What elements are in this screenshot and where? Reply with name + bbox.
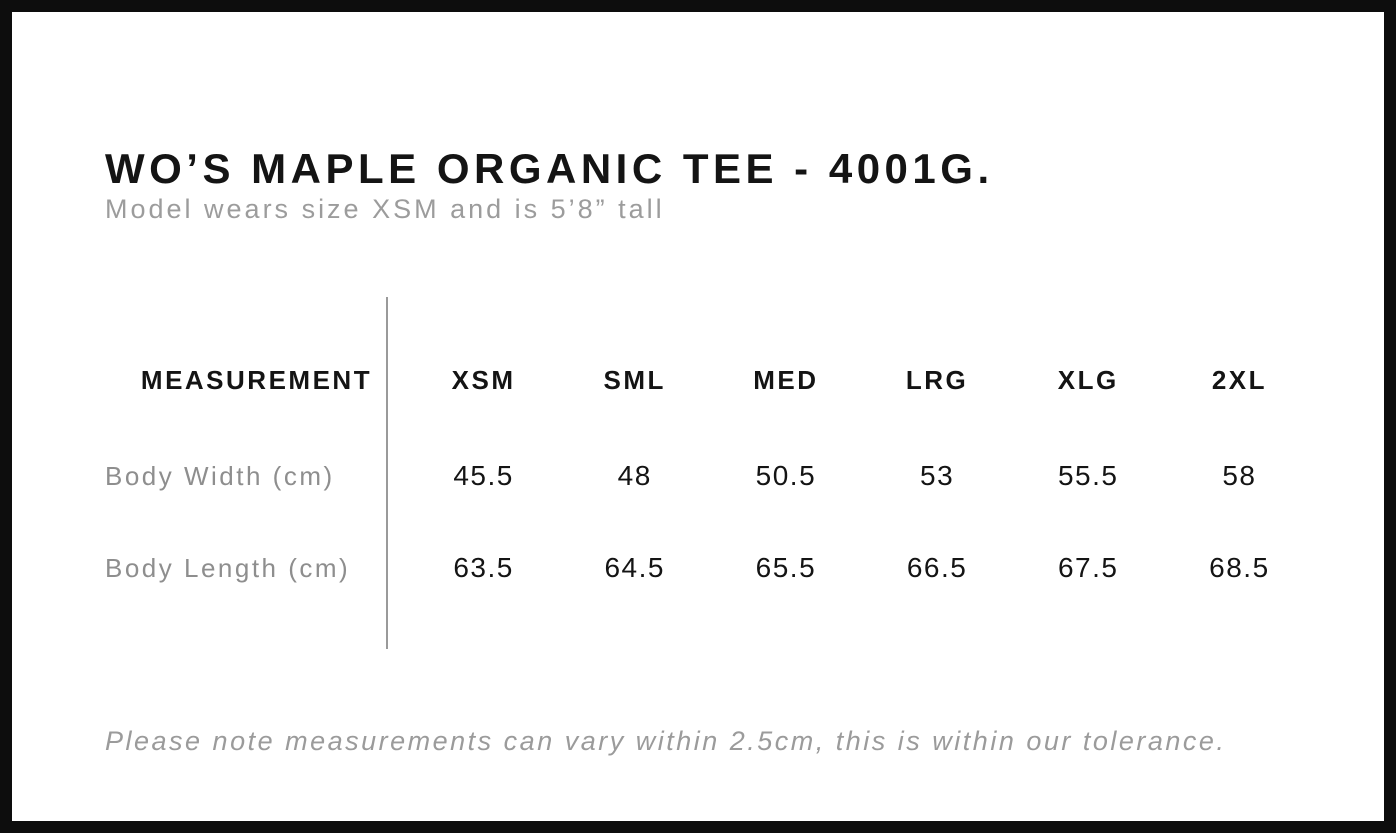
column-header-med: MED: [753, 364, 819, 395]
measurement-column-divider: [386, 297, 388, 649]
body-width-xlg: 55.5: [1057, 460, 1119, 491]
table-header-row: MEASUREMENT XSM SML MED LRG XLG 2XL: [105, 350, 1315, 410]
body-length-lrg: 66.5: [906, 552, 968, 583]
body-width-lrg: 53: [920, 460, 955, 491]
body-width-med: 50.5: [755, 460, 817, 491]
model-size-note: Model wears size XSM and is 5’8” tall: [105, 194, 665, 224]
body-length-sml: 64.5: [604, 552, 665, 583]
body-length-med: 65.5: [755, 552, 817, 583]
row-label-body-width: Body Width (cm): [105, 460, 335, 491]
column-header-xlg: XLG: [1057, 364, 1119, 395]
column-header-sml: SML: [603, 364, 666, 395]
column-header-2xl: 2XL: [1211, 364, 1267, 395]
tolerance-note: Please note measurements can vary within…: [105, 726, 1227, 756]
body-width-sml: 48: [617, 460, 652, 491]
body-length-2xl: 68.5: [1209, 552, 1270, 583]
table-row-body-width: Body Width (cm) 45.5 48 50.5 53 55.5 58: [105, 446, 1315, 506]
product-title: WO’S MAPLE ORGANIC TEE - 4001G.: [105, 145, 994, 193]
table-row-body-length: Body Length (cm) 63.5 64.5 65.5 66.5 67.…: [105, 538, 1315, 598]
body-width-xsm: 45.5: [453, 460, 514, 491]
row-label-body-length: Body Length (cm): [105, 552, 351, 583]
column-header-measurement: MEASUREMENT: [140, 364, 373, 395]
column-header-lrg: LRG: [905, 364, 969, 395]
size-chart-table: MEASUREMENT XSM SML MED LRG XLG 2XL Body…: [105, 297, 1315, 649]
column-header-xsm: XSM: [451, 364, 516, 395]
body-length-xsm: 63.5: [453, 552, 514, 583]
body-length-xlg: 67.5: [1057, 552, 1119, 583]
body-width-2xl: 58: [1222, 460, 1257, 491]
